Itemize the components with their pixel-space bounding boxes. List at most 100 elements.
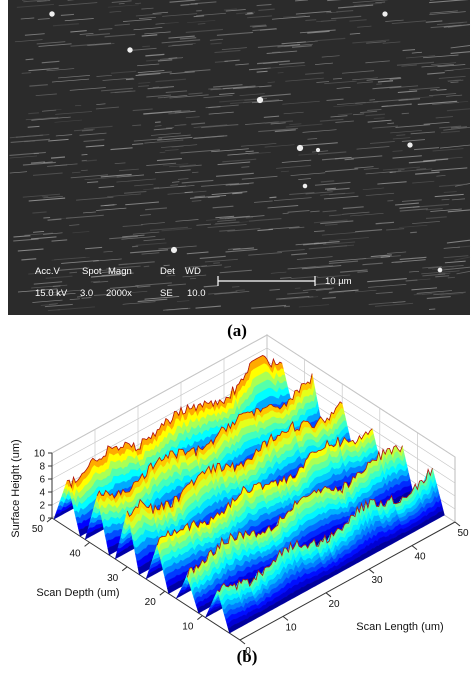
sem-streak (273, 197, 312, 202)
sem-streak (389, 77, 402, 80)
sem-streak (450, 45, 471, 49)
sem-streak (158, 134, 191, 139)
sem-streak (138, 16, 156, 19)
sem-streak (85, 144, 105, 148)
sem-streak (285, 123, 323, 128)
sem-streak (102, 77, 133, 81)
sem-streak (84, 176, 118, 181)
sem-streak (25, 58, 34, 61)
axis-line (51, 517, 456, 641)
sem-streak (209, 38, 224, 41)
x-tick (325, 592, 332, 598)
sem-streak (90, 274, 121, 278)
sem-streak (375, 1, 386, 4)
sem-streak (241, 166, 250, 168)
sem-streak (132, 231, 160, 235)
sem-streak (395, 202, 419, 206)
sem-streak (340, 269, 368, 273)
sem-streak (104, 33, 136, 38)
sem-streak (174, 110, 196, 114)
sem-streak (427, 72, 445, 75)
sem-streak (425, 216, 447, 220)
sem-streak (264, 120, 294, 124)
sem-streak (399, 224, 428, 228)
sem-streak (283, 14, 306, 18)
sem-streak (184, 265, 208, 268)
sem-streak (409, 270, 420, 273)
sem-streak (184, 191, 193, 194)
sem-streak (392, 168, 433, 173)
sem-streak (35, 93, 57, 97)
sem-streak (208, 111, 234, 115)
sem-streak (169, 164, 196, 168)
sem-streak (271, 51, 281, 53)
sem-streak (456, 270, 471, 275)
sem-streak (298, 178, 311, 180)
sem-streak (197, 23, 206, 25)
sem-streak (438, 183, 466, 187)
panel-label: (b) (237, 647, 258, 666)
y-tick-label: 20 (145, 597, 157, 608)
sem-streak (64, 18, 94, 22)
sem-streak (365, 192, 395, 196)
sem-streak (219, 229, 236, 232)
sem-streak (405, 279, 418, 282)
sem-streak (101, 87, 133, 92)
sem-streak (41, 195, 49, 198)
sem-streak (196, 223, 212, 226)
sem-streak (447, 209, 471, 213)
sem-streak (366, 77, 401, 81)
sem-streak (367, 278, 407, 283)
sem-streak (440, 130, 460, 134)
sem-streak (177, 178, 189, 180)
sem-streak (41, 60, 60, 64)
sem-streak (269, 288, 280, 291)
sem-streak (47, 309, 61, 312)
sem-streak (271, 15, 311, 20)
sem-streak (43, 109, 62, 112)
sem-streak (222, 85, 256, 90)
sem-streak (44, 303, 73, 308)
sem-streak (74, 128, 95, 132)
sem-streak (287, 266, 316, 270)
sem-streak (167, 283, 186, 286)
sem-streak (28, 197, 66, 202)
sem-streak (313, 230, 325, 233)
ridge-crest (156, 428, 373, 546)
sem-streak (372, 125, 398, 129)
sem-streak (79, 132, 107, 136)
sem-streak (50, 156, 66, 159)
info-value: SE (160, 288, 173, 299)
sem-streak (135, 282, 172, 287)
sem-streak (71, 171, 81, 174)
sem-streak (70, 30, 87, 33)
sem-streak (203, 94, 233, 99)
sem-streak (257, 60, 290, 65)
sem-streak (429, 0, 469, 4)
sem-streak (156, 158, 182, 162)
sem-streak (132, 108, 153, 112)
sem-streak (259, 28, 278, 31)
sem-streak (425, 20, 443, 23)
sem-streak (292, 45, 312, 48)
sem-streak (211, 191, 248, 195)
sem-streak (96, 207, 127, 211)
sem-streak (69, 224, 80, 226)
sem-streak (83, 125, 113, 130)
sem-streak (436, 175, 446, 177)
sem-streak (395, 261, 403, 264)
x-tick (282, 616, 289, 621)
sem-streak (172, 42, 196, 46)
sem-streak (367, 108, 382, 111)
sem-streak (417, 100, 458, 106)
sem-streak (90, 280, 100, 283)
y-tick-label: 10 (182, 622, 194, 633)
sem-streak (57, 306, 96, 311)
sem-streak (276, 165, 311, 169)
sem-streak (168, 43, 193, 47)
sem-streak (143, 188, 158, 191)
y-tick (46, 517, 53, 523)
sem-streak (264, 144, 295, 148)
sem-streak (203, 285, 218, 288)
sem-streak (422, 266, 442, 269)
